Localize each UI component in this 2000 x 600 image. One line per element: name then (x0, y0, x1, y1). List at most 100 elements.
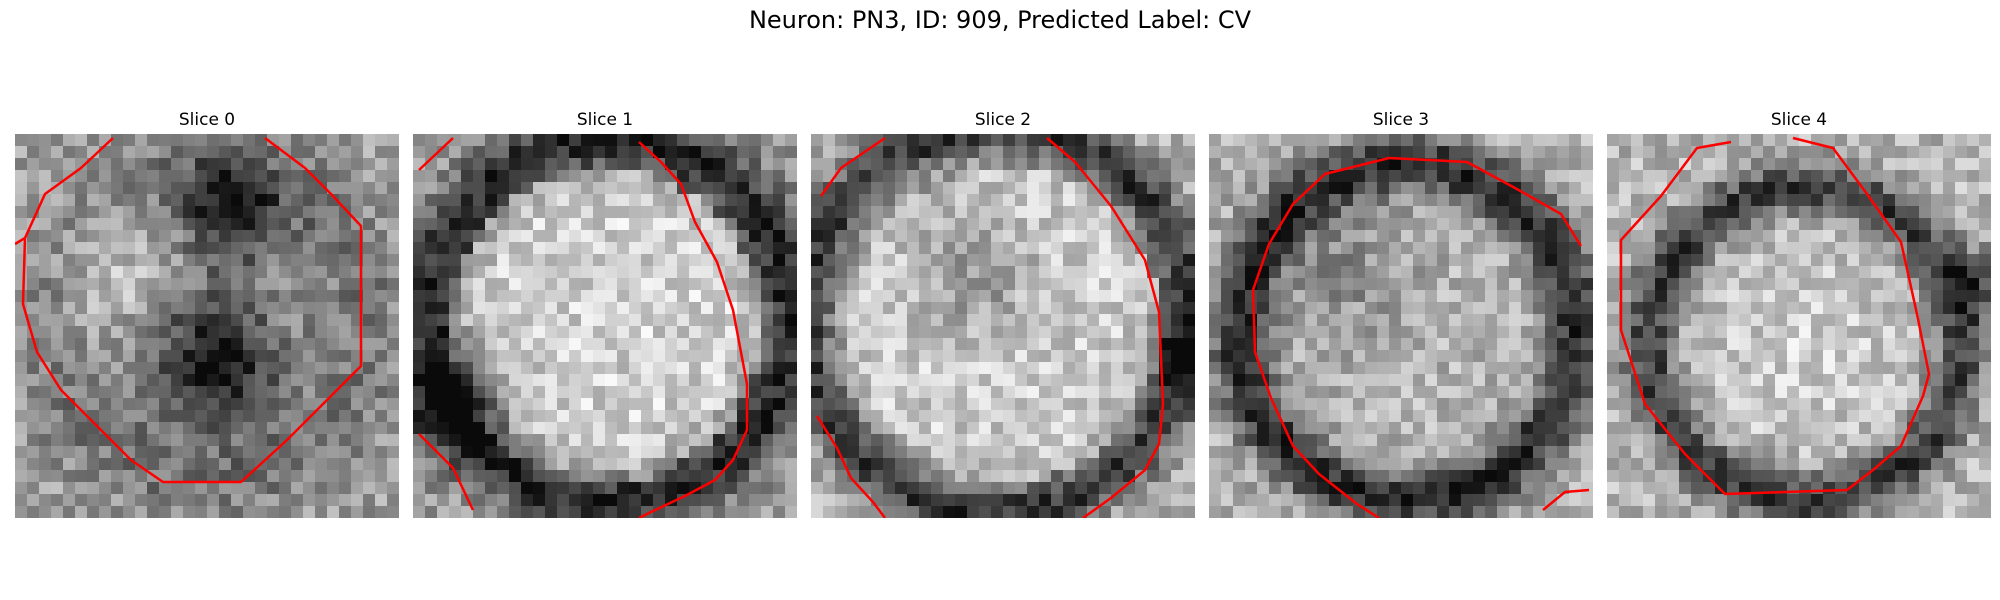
image-pixel (1473, 458, 1486, 471)
image-pixel (653, 494, 666, 507)
image-pixel (207, 374, 220, 387)
image-pixel (1907, 350, 1920, 363)
image-pixel (75, 374, 88, 387)
image-pixel (1377, 266, 1390, 279)
image-pixel (147, 458, 160, 471)
image-pixel (1859, 422, 1872, 435)
image-pixel (1293, 302, 1306, 315)
image-pixel (955, 278, 968, 291)
image-pixel (303, 194, 316, 207)
image-pixel (1317, 350, 1330, 363)
image-pixel (1099, 386, 1112, 399)
image-pixel (315, 266, 328, 279)
image-pixel (557, 326, 570, 339)
image-pixel (267, 494, 280, 507)
image-pixel (15, 374, 28, 387)
image-pixel (811, 314, 824, 327)
image-pixel (437, 338, 450, 351)
image-pixel (375, 374, 388, 387)
image-pixel (1159, 434, 1172, 447)
image-pixel (943, 338, 956, 351)
image-pixel (87, 362, 100, 375)
image-pixel (1135, 362, 1148, 375)
image-pixel (1027, 218, 1040, 231)
image-pixel (231, 506, 244, 518)
image-pixel (749, 134, 762, 147)
image-pixel (231, 422, 244, 435)
image-pixel (859, 182, 872, 195)
image-pixel (231, 230, 244, 243)
image-pixel (461, 362, 474, 375)
image-pixel (1557, 350, 1570, 363)
image-pixel (1703, 422, 1716, 435)
image-pixel (1257, 494, 1270, 507)
image-pixel (387, 338, 399, 351)
image-pixel (219, 194, 232, 207)
image-pixel (859, 266, 872, 279)
image-pixel (1437, 338, 1450, 351)
image-pixel (1799, 302, 1812, 315)
image-pixel (1233, 506, 1246, 518)
image-pixel (39, 170, 52, 183)
image-pixel (919, 158, 932, 171)
image-pixel (689, 494, 702, 507)
image-pixel (159, 290, 172, 303)
image-pixel (1509, 158, 1522, 171)
image-pixel (1183, 230, 1195, 243)
image-pixel (749, 494, 762, 507)
image-pixel (1135, 266, 1148, 279)
image-pixel (1413, 494, 1426, 507)
image-pixel (39, 242, 52, 255)
image-pixel (1919, 158, 1932, 171)
image-pixel (1123, 422, 1136, 435)
image-pixel (1389, 422, 1402, 435)
image-pixel (485, 446, 498, 459)
image-pixel (63, 134, 76, 147)
image-pixel (713, 422, 726, 435)
image-pixel (1835, 170, 1848, 183)
image-pixel (1751, 446, 1764, 459)
image-pixel (267, 278, 280, 291)
image-pixel (1099, 254, 1112, 267)
image-pixel (1425, 446, 1438, 459)
image-pixel (279, 482, 292, 495)
image-pixel (641, 146, 654, 159)
image-pixel (183, 446, 196, 459)
image-pixel (1943, 278, 1956, 291)
image-pixel (1099, 482, 1112, 495)
image-pixel (725, 146, 738, 159)
image-pixel (363, 290, 376, 303)
image-pixel (617, 302, 630, 315)
image-pixel (87, 254, 100, 267)
image-pixel (581, 254, 594, 267)
image-pixel (159, 206, 172, 219)
image-pixel (1473, 338, 1486, 351)
image-pixel (111, 326, 124, 339)
image-pixel (701, 194, 714, 207)
image-pixel (485, 422, 498, 435)
image-pixel (1751, 386, 1764, 399)
image-pixel (1341, 470, 1354, 483)
image-pixel (461, 158, 474, 171)
image-pixel (339, 482, 352, 495)
image-pixel (883, 134, 896, 147)
image-pixel (27, 170, 40, 183)
image-pixel (387, 458, 399, 471)
image-pixel (569, 170, 582, 183)
image-pixel (375, 254, 388, 267)
image-pixel (123, 506, 136, 518)
image-pixel (1257, 470, 1270, 483)
image-pixel (847, 170, 860, 183)
image-pixel (1147, 230, 1160, 243)
image-pixel (1123, 302, 1136, 315)
image-pixel (1883, 182, 1896, 195)
image-pixel (617, 314, 630, 327)
image-pixel (641, 290, 654, 303)
image-pixel (1775, 278, 1788, 291)
image-pixel (859, 314, 872, 327)
image-pixel (279, 254, 292, 267)
image-pixel (413, 278, 426, 291)
image-pixel (617, 422, 630, 435)
image-pixel (27, 374, 40, 387)
image-pixel (617, 506, 630, 518)
